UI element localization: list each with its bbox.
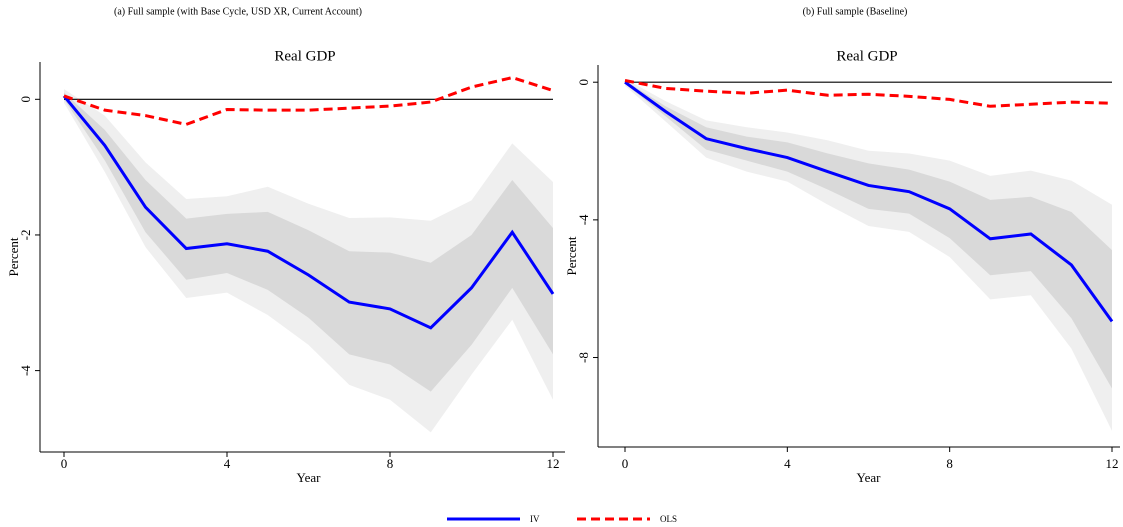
x-tick-label: 12 (547, 456, 560, 471)
y-tick-label: -2 (18, 230, 33, 241)
x-tick-label: 0 (61, 456, 68, 471)
x-axis-label: Year (297, 470, 322, 485)
series-line (63, 76, 554, 126)
chart-title: Real GDP (274, 48, 335, 64)
x-tick-label: 12 (1106, 456, 1119, 471)
y-tick-label: 0 (576, 79, 591, 86)
y-tick-label: 0 (18, 96, 33, 103)
x-tick-label: 0 (622, 456, 629, 471)
x-tick-label: 8 (946, 456, 953, 471)
confidence-band (625, 78, 1112, 431)
legend-label: IV (530, 514, 540, 524)
series-line (624, 80, 1114, 323)
y-axis-label: Percent (6, 237, 21, 276)
y-axis-label: Percent (564, 236, 579, 275)
x-tick-label: 4 (224, 456, 231, 471)
x-tick-label: 4 (784, 456, 791, 471)
panel-subtitle: (b) Full sample (Baseline) (803, 6, 908, 17)
series-line (62, 94, 555, 330)
panel-subtitle: (a) Full sample (with Base Cycle, USD XR… (114, 6, 362, 17)
confidence-band (64, 92, 553, 392)
legend-label: OLS (660, 514, 677, 524)
x-tick-label: 8 (387, 456, 394, 471)
series-line (624, 79, 1113, 108)
x-axis-label: Year (857, 470, 882, 485)
y-tick-label: -8 (576, 352, 591, 363)
y-tick-label: -4 (576, 214, 591, 225)
confidence-band (625, 80, 1112, 389)
chart-title: Real GDP (836, 48, 897, 64)
y-tick-label: -4 (18, 365, 33, 376)
